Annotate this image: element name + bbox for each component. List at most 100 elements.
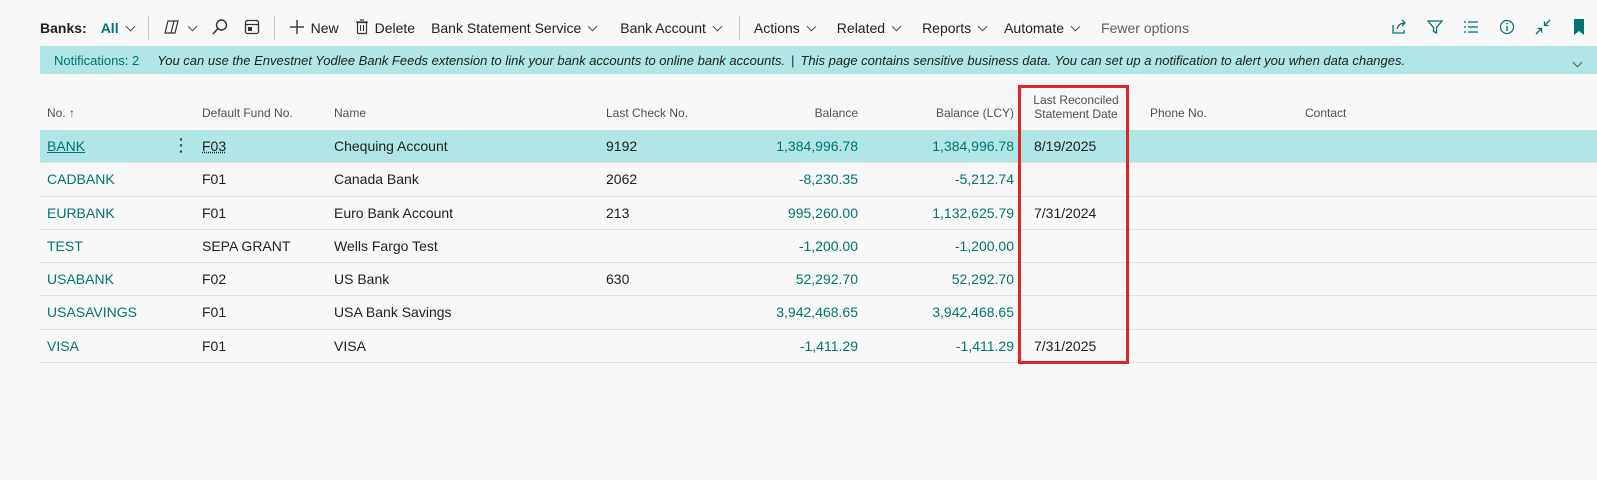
table-row[interactable]: CADBANK F01 Canada Bank 2062 -8,230.35 -… bbox=[40, 163, 1597, 197]
balance-cell[interactable]: 995,260.00 bbox=[787, 204, 858, 221]
chevron-down-icon bbox=[187, 21, 198, 31]
share-icon bbox=[1390, 19, 1408, 38]
table-row[interactable]: TEST SEPA GRANT Wells Fargo Test -1,200.… bbox=[40, 230, 1597, 264]
share-button[interactable] bbox=[1381, 14, 1417, 42]
table-row[interactable]: USASAVINGS F01 USA Bank Savings 3,942,46… bbox=[40, 296, 1597, 330]
related-menu[interactable]: Related bbox=[829, 14, 908, 42]
filter-button[interactable] bbox=[1417, 14, 1453, 42]
default-fund-no-cell: SEPA GRANT bbox=[202, 237, 291, 254]
actions-label: Actions bbox=[753, 20, 800, 36]
copilot-button[interactable] bbox=[155, 14, 204, 42]
plus-icon bbox=[289, 19, 305, 38]
column-header-contact[interactable]: Contact bbox=[1305, 106, 1347, 120]
last-check-no-cell: 2062 bbox=[606, 171, 638, 188]
collapse-button[interactable] bbox=[1525, 14, 1561, 42]
copilot-icon bbox=[163, 19, 181, 38]
actions-menu[interactable]: Actions bbox=[746, 14, 823, 42]
balance-lcy-cell[interactable]: 1,132,625.79 bbox=[932, 204, 1014, 221]
balance-cell[interactable]: 52,292.70 bbox=[795, 271, 858, 288]
collapse-icon bbox=[1535, 19, 1551, 38]
column-header-last-check-no[interactable]: Last Check No. bbox=[606, 106, 689, 120]
table-row[interactable]: EURBANK F01 Euro Bank Account 213 995,26… bbox=[40, 197, 1597, 230]
column-header-balance-lcy[interactable]: Balance (LCY) bbox=[935, 106, 1014, 120]
banks-grid: No. ↑ Default Fund No. Name Last Check N… bbox=[40, 84, 1597, 364]
column-header-last-reconciled-statement-date[interactable]: Last Reconciled Statement Date bbox=[1033, 93, 1119, 121]
table-row[interactable]: VISA F01 VISA -1,411.29 -1,411.29 7/31/2… bbox=[40, 330, 1597, 364]
balance-lcy-cell[interactable]: 3,942,468.65 bbox=[932, 304, 1014, 321]
balance-lcy-cell[interactable]: 52,292.70 bbox=[951, 271, 1014, 288]
notification-message-yodlee: You can use the Envestnet Yodlee Bank Fe… bbox=[157, 52, 786, 68]
action-bar: Banks: All New Delete Bank Statement Ser… bbox=[40, 8, 1597, 48]
balance-cell[interactable]: -1,200.00 bbox=[798, 237, 858, 254]
automate-menu[interactable]: Automate bbox=[996, 14, 1087, 42]
balance-cell[interactable]: 3,942,468.65 bbox=[776, 304, 858, 321]
column-header-phone-no[interactable]: Phone No. bbox=[1150, 106, 1207, 120]
chevron-down-icon bbox=[1572, 57, 1583, 68]
row-menu-icon[interactable]: ⋮ bbox=[172, 135, 190, 155]
chevron-down-icon bbox=[587, 21, 598, 31]
table-row[interactable]: USABANK F02 US Bank 630 52,292.70 52,292… bbox=[40, 263, 1597, 297]
info-icon bbox=[1499, 19, 1515, 38]
bank-no-link[interactable]: CADBANK bbox=[47, 171, 115, 188]
layout-icon bbox=[244, 19, 260, 38]
column-header-no[interactable]: No. ↑ bbox=[47, 106, 76, 120]
bank-statement-service-label: Bank Statement Service bbox=[431, 20, 582, 36]
column-header-line: Last Reconciled bbox=[1033, 93, 1119, 107]
bank-no-link[interactable]: BANK bbox=[47, 138, 86, 154]
last-check-no-cell: 9192 bbox=[606, 138, 638, 154]
last-reconciled-date-cell: 7/31/2024 bbox=[1034, 204, 1097, 221]
balance-cell[interactable]: 1,384,996.78 bbox=[776, 138, 858, 154]
default-fund-no-cell: F01 bbox=[202, 204, 227, 221]
column-header-balance[interactable]: Balance bbox=[814, 106, 858, 120]
bank-no-link[interactable]: USASAVINGS bbox=[47, 304, 137, 321]
notification-count[interactable]: Notifications: 2 bbox=[54, 52, 140, 68]
search-icon bbox=[211, 18, 229, 39]
default-fund-no-cell[interactable]: F03 bbox=[202, 138, 227, 154]
balance-cell[interactable]: -8,230.35 bbox=[798, 171, 858, 188]
list-view-button[interactable] bbox=[1453, 14, 1489, 42]
related-label: Related bbox=[836, 20, 886, 36]
balance-lcy-cell[interactable]: -1,200.00 bbox=[954, 237, 1014, 254]
balance-cell[interactable]: -1,411.29 bbox=[799, 337, 858, 354]
balance-lcy-cell[interactable]: -5,212.74 bbox=[954, 171, 1014, 188]
chevron-down-icon bbox=[891, 21, 902, 31]
bookmark-button[interactable] bbox=[1561, 14, 1597, 42]
balance-lcy-cell[interactable]: -1,411.29 bbox=[955, 337, 1014, 354]
bank-statement-service-menu[interactable]: Bank Statement Service bbox=[423, 14, 604, 42]
name-cell: Wells Fargo Test bbox=[334, 237, 438, 254]
table-row[interactable]: BANK ⋮ F03 Chequing Account 9192 1,384,9… bbox=[40, 130, 1597, 164]
search-button[interactable] bbox=[204, 14, 236, 42]
expand-notifications-button[interactable] bbox=[1572, 54, 1583, 69]
delete-button[interactable]: Delete bbox=[347, 14, 423, 42]
new-label: New bbox=[310, 20, 339, 36]
new-button[interactable]: New bbox=[281, 14, 347, 42]
column-header-default-fund-no[interactable]: Default Fund No. bbox=[202, 106, 293, 120]
column-header-line: Statement Date bbox=[1034, 107, 1118, 121]
bank-account-menu[interactable]: Bank Account bbox=[612, 14, 729, 42]
automate-label: Automate bbox=[1004, 20, 1065, 36]
bank-no-link[interactable]: TEST bbox=[47, 237, 83, 254]
name-cell: VISA bbox=[334, 337, 366, 354]
chevron-down-icon bbox=[712, 21, 723, 31]
bank-no-link[interactable]: EURBANK bbox=[47, 204, 115, 221]
bank-no-link[interactable]: VISA bbox=[47, 337, 79, 354]
default-fund-no-cell: F01 bbox=[202, 304, 227, 321]
bank-no-link[interactable]: USABANK bbox=[47, 271, 114, 288]
separator bbox=[738, 16, 740, 40]
separator bbox=[273, 16, 275, 40]
name-cell: USA Bank Savings bbox=[334, 304, 452, 321]
filter-icon bbox=[1426, 19, 1444, 38]
reports-menu[interactable]: Reports bbox=[914, 14, 994, 42]
default-fund-no-cell: F01 bbox=[202, 337, 227, 354]
reports-label: Reports bbox=[922, 20, 972, 36]
chevron-down-icon bbox=[1070, 21, 1081, 31]
info-button[interactable] bbox=[1489, 14, 1525, 42]
fewer-options-button[interactable]: Fewer options bbox=[1101, 20, 1189, 36]
column-header-name[interactable]: Name bbox=[334, 106, 367, 120]
name-cell: Chequing Account bbox=[334, 138, 448, 154]
view-filter-dropdown[interactable]: All bbox=[93, 14, 142, 42]
notification-separator: | bbox=[791, 52, 795, 68]
balance-lcy-cell[interactable]: 1,384,996.78 bbox=[932, 138, 1014, 154]
last-reconciled-date-cell: 7/31/2025 bbox=[1034, 337, 1097, 354]
layout-button[interactable] bbox=[236, 14, 268, 42]
